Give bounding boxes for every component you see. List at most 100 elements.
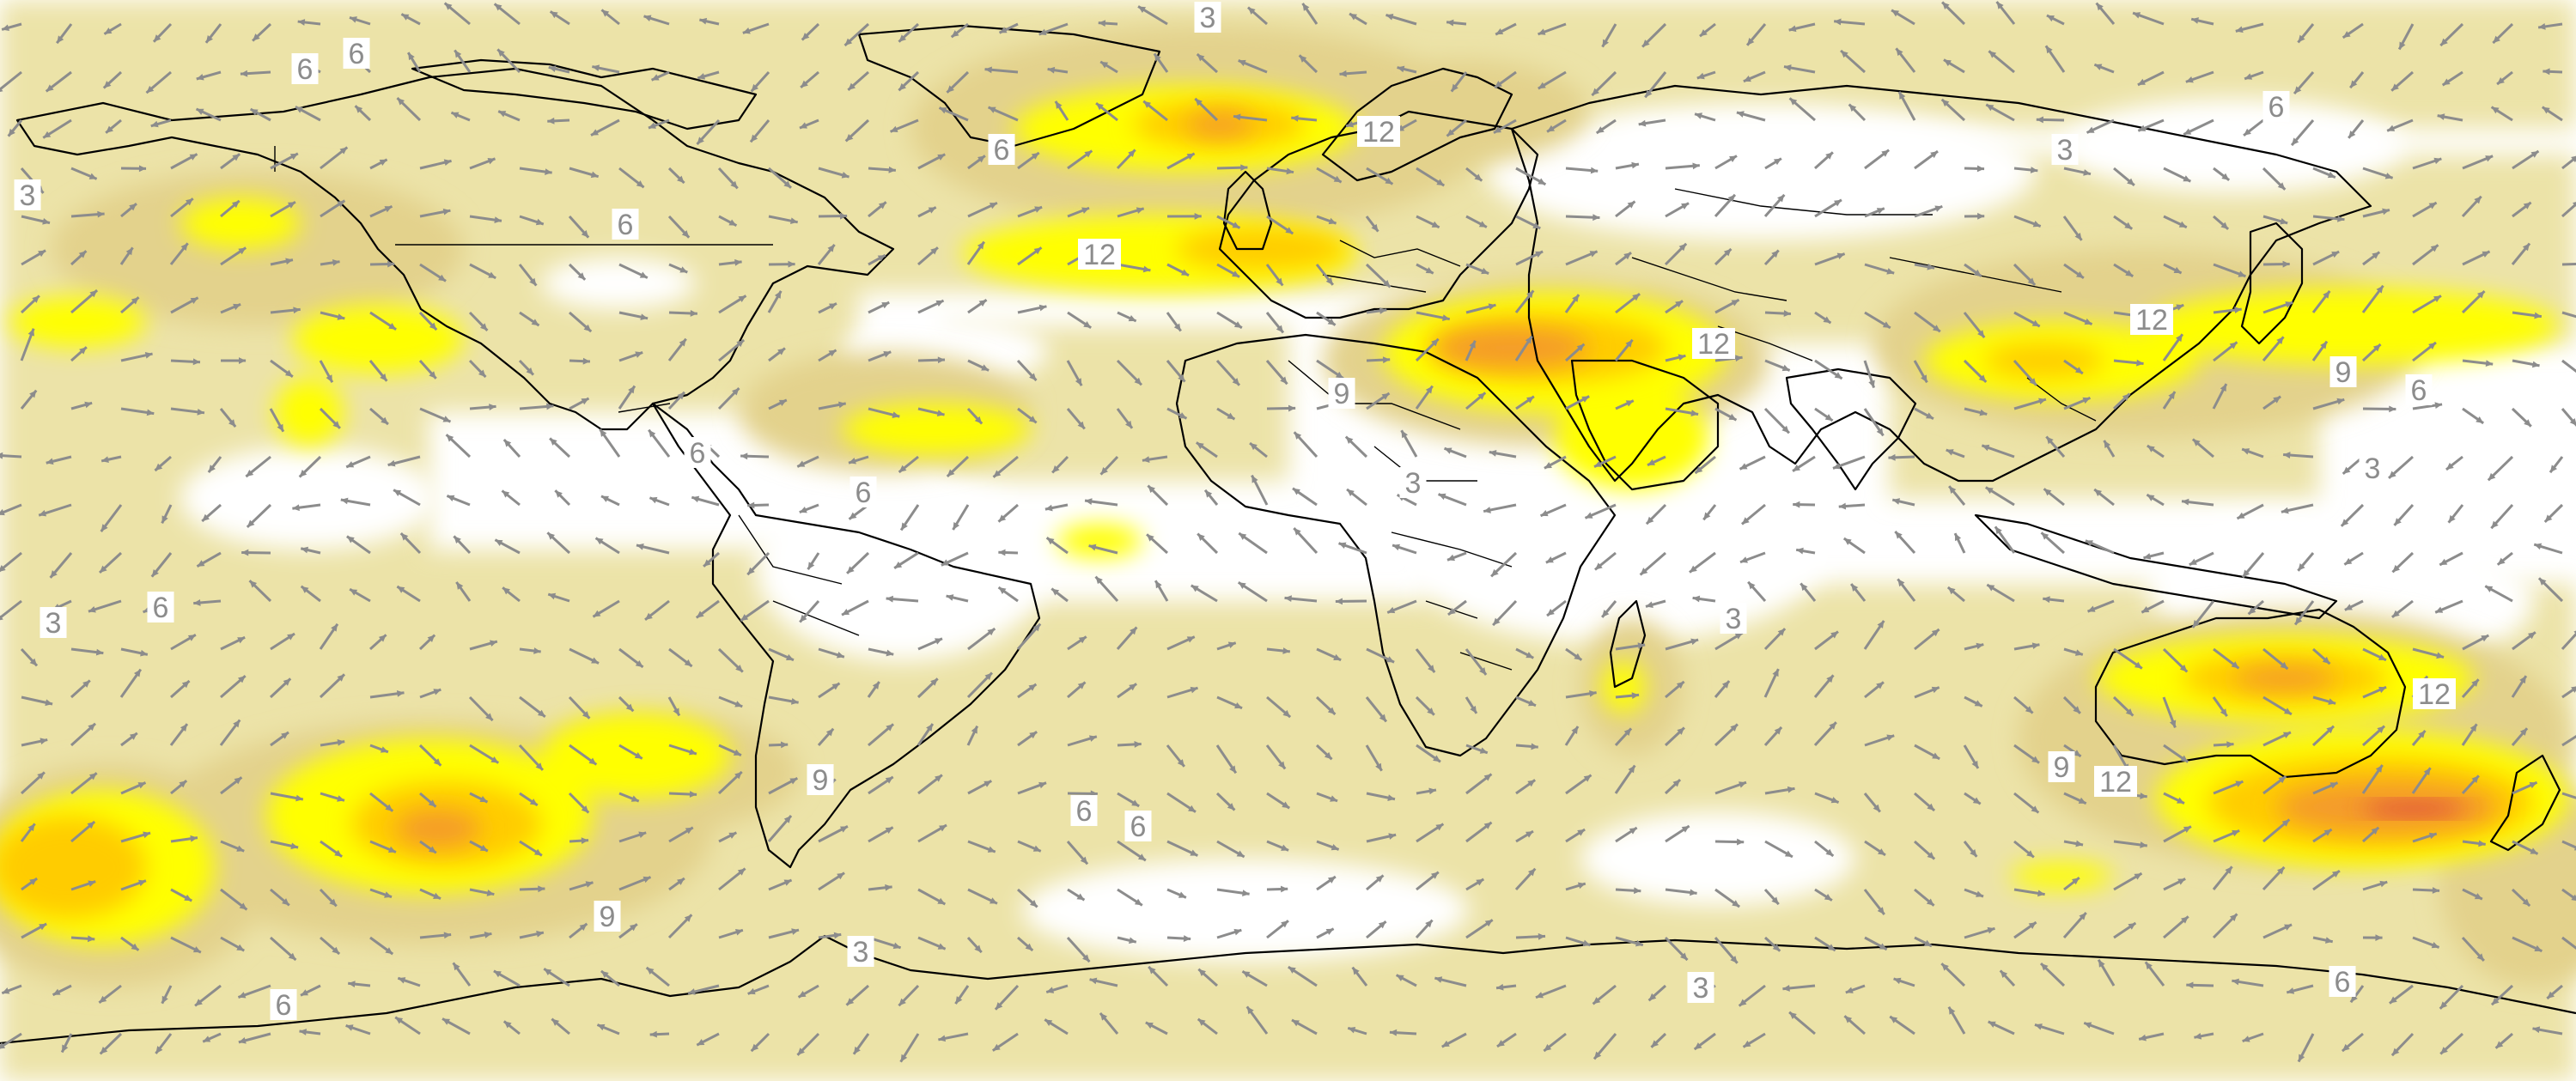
wind-vector-head bbox=[429, 371, 436, 379]
contour-label-bg bbox=[14, 179, 41, 210]
wind-vector-head bbox=[2448, 514, 2456, 523]
wind-vector-head bbox=[2030, 167, 2038, 173]
wind-vector-head bbox=[1535, 251, 1544, 258]
wind-vector-head bbox=[443, 159, 452, 167]
wind-vector-head bbox=[1596, 126, 1605, 133]
wind-vector-head bbox=[337, 739, 345, 746]
wind-vector-head bbox=[2242, 1035, 2250, 1042]
wind-vector-head bbox=[1748, 581, 1756, 590]
wind-vector-head bbox=[2389, 405, 2396, 413]
wind-vector-head bbox=[2098, 959, 2105, 968]
wind-vector-head bbox=[237, 637, 246, 644]
contour-label: 3 bbox=[1693, 972, 1709, 1005]
wind-vector-head bbox=[454, 50, 462, 58]
wind-vector-head bbox=[1028, 683, 1037, 691]
wind-vector-head bbox=[848, 82, 856, 90]
wind-vector-head bbox=[2141, 606, 2150, 613]
wind-vector-head bbox=[2244, 73, 2253, 80]
wind-vector-head bbox=[387, 459, 396, 467]
wind-vector-head bbox=[487, 158, 496, 165]
contour-label: 6 bbox=[153, 592, 169, 624]
contour-label-bg bbox=[2262, 91, 2290, 122]
contour-label-bg bbox=[850, 477, 877, 507]
wind-vector-head bbox=[337, 200, 345, 208]
wind-vector-head bbox=[150, 120, 159, 128]
wind-vector-head bbox=[184, 894, 192, 902]
wind-vector-head bbox=[378, 635, 387, 642]
wind-vector-head bbox=[993, 470, 1002, 477]
wind-vector-head bbox=[233, 720, 241, 728]
wind-vector-head bbox=[1046, 537, 1055, 545]
wind-vector-head bbox=[1941, 99, 1950, 107]
wind-vector-head bbox=[1227, 412, 1235, 420]
wind-vector-head bbox=[937, 356, 946, 364]
wind-vector-head bbox=[941, 559, 949, 566]
wind-vector-head bbox=[1251, 475, 1258, 483]
wind-vector-head bbox=[283, 678, 291, 686]
wind-vector-head bbox=[103, 81, 112, 88]
wind-vector-head bbox=[1538, 82, 1546, 89]
wind-vector-head bbox=[545, 168, 552, 175]
wind-vector-head bbox=[2235, 780, 2244, 787]
wind-vector-head bbox=[155, 463, 163, 471]
wind-vector-head bbox=[337, 674, 345, 682]
wind-vector-head bbox=[799, 507, 807, 513]
wind-vector-head bbox=[1927, 852, 1935, 859]
wind-vector-head bbox=[1631, 692, 1640, 700]
wind-vector-head bbox=[2572, 202, 2576, 207]
wind-vector-head bbox=[548, 592, 557, 600]
wind-vector-head bbox=[181, 680, 190, 689]
wind-vector-head bbox=[493, 970, 502, 978]
wind-vector-head bbox=[2298, 563, 2305, 571]
wind-vector-head bbox=[1838, 502, 1847, 510]
wind-vector-head bbox=[1038, 28, 1047, 36]
wind-vector-head bbox=[807, 562, 815, 570]
wind-vector-head bbox=[454, 536, 461, 544]
contour-label-bg bbox=[1124, 811, 1152, 841]
wind-vector-head bbox=[1032, 623, 1041, 632]
wind-vector-head bbox=[1246, 1006, 1254, 1015]
wind-vector-head bbox=[629, 924, 637, 932]
wind-vector-head bbox=[1627, 201, 1635, 209]
wind-vector-head bbox=[1739, 781, 1747, 788]
wind-vector-head bbox=[555, 490, 563, 498]
wind-vector-head bbox=[442, 1018, 450, 1025]
wind-vector-head bbox=[1783, 64, 1792, 71]
wind-vector-head bbox=[192, 358, 201, 366]
wind-vector-head bbox=[1147, 534, 1154, 542]
wind-vector-head bbox=[428, 799, 436, 807]
wind-vector-head bbox=[2428, 342, 2436, 350]
wind-vector-head bbox=[385, 947, 393, 955]
wind-vector-head bbox=[930, 678, 938, 686]
wind-vector-head bbox=[1436, 179, 1445, 186]
wind-vector-head bbox=[696, 610, 704, 618]
wind-vector-head bbox=[2075, 270, 2084, 278]
wind-vector-head bbox=[987, 846, 996, 853]
wind-vector-head bbox=[1594, 460, 1603, 467]
wind-vector-head bbox=[486, 890, 495, 896]
wind-vector-head bbox=[747, 567, 755, 575]
wind-vector-head bbox=[2476, 416, 2484, 423]
wind-vector-head bbox=[901, 522, 908, 531]
wind-vector-head bbox=[742, 27, 751, 34]
wind-vector-head bbox=[590, 171, 599, 179]
wind-vector-head bbox=[100, 1046, 108, 1054]
wind-vector-head bbox=[639, 271, 648, 278]
wind-vector-head bbox=[1479, 667, 1487, 675]
wind-vector-head bbox=[443, 932, 452, 939]
contour-label-bg bbox=[2329, 966, 2356, 997]
wind-vector-head bbox=[238, 247, 247, 255]
wind-vector-head bbox=[688, 988, 696, 995]
wind-vector-head bbox=[1734, 633, 1743, 640]
contour-label: 3 bbox=[1200, 2, 1216, 34]
wind-vector-head bbox=[100, 524, 108, 532]
wind-vector-head bbox=[898, 34, 907, 42]
wind-vector-head bbox=[783, 816, 792, 823]
contour-label-bg bbox=[270, 989, 297, 1020]
wind-vector-head bbox=[2439, 558, 2448, 565]
wind-vector-head bbox=[1946, 449, 1954, 456]
wind-vector-head bbox=[161, 995, 168, 1004]
wind-vector-head bbox=[2326, 726, 2334, 734]
wind-vector-head bbox=[988, 106, 996, 113]
wind-vector-head bbox=[1291, 114, 1299, 122]
